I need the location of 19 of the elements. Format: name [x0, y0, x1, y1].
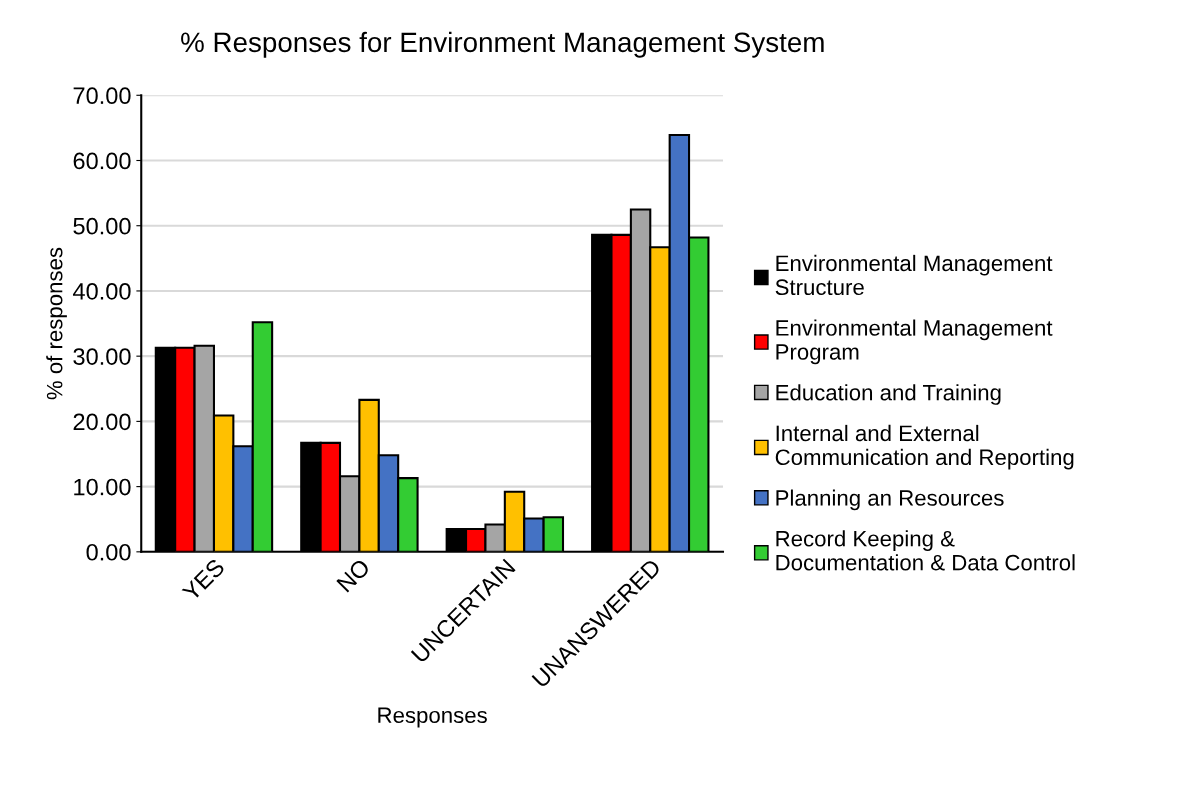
y-tick-label: 50.00 [73, 217, 131, 235]
x-tick-label: NO [336, 557, 371, 593]
y-tick-label: 20.00 [73, 413, 131, 431]
chart-title: % Responses for Environment Management System [181, 31, 824, 58]
y-tick-label: 30.00 [73, 348, 131, 365]
legend-label: Environmental Management Program [776, 319, 1053, 365]
y-axis-title: % of responses [46, 247, 67, 400]
legend-label: Education and Training [776, 384, 1001, 405]
legend-label: Planning an Resources [776, 489, 1004, 511]
y-tick-label: 60.00 [73, 152, 131, 170]
x-axis-title: Responses [378, 707, 487, 728]
legend-label: Internal and External Communication and Reporting [775, 424, 1074, 470]
legend-label: Record Keeping & Documentation & Data Control [776, 530, 1075, 571]
x-tick-label: YES [181, 557, 226, 602]
y-tick-label: 0.00 [86, 543, 131, 561]
legend-label: Environmental Management Structure [775, 254, 1053, 296]
y-tick-label: 40.00 [72, 283, 131, 300]
y-tick-label: 10.00 [74, 478, 131, 496]
y-tick-label: 70.00 [73, 87, 131, 105]
